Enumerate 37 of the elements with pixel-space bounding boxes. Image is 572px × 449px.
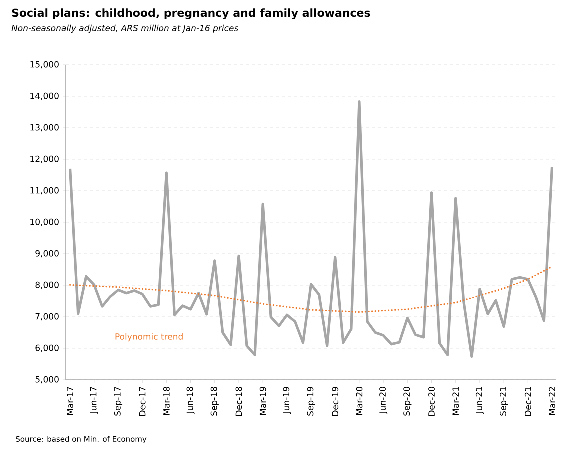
- annotation: Polynomic trend: [116, 333, 183, 342]
- y-tick-label: 10,000: [30, 218, 59, 226]
- x-tick-label: Jun-18: [186, 387, 195, 414]
- y-tick-label: 12,000: [30, 156, 59, 164]
- y-tick-label: 15,000: [30, 61, 59, 69]
- y-tick-label: 7,000: [36, 313, 59, 321]
- y-tick-label: 11,000: [30, 187, 59, 195]
- x-tick-label: Mar-20: [356, 387, 363, 416]
- x-tick-label: Dec-18: [236, 387, 242, 416]
- x-tick-label: Jun-21: [476, 387, 484, 414]
- y-tick-label: 13,000: [30, 124, 59, 132]
- x-tick-label: Mar-18: [163, 387, 170, 416]
- x-tick-label: Dec-17: [139, 387, 146, 416]
- y-tick-label: 8,000: [36, 282, 59, 290]
- chart-subtitle: Non-seasonally adjusted, ARS million at Jan-16 prices: [12, 24, 238, 34]
- x-tick-label: Jun-19: [283, 387, 292, 414]
- x-tick-label: Sep-19: [307, 387, 316, 416]
- x-tick-label: Dec-20: [428, 387, 435, 416]
- y-tick-label: 5,000: [36, 376, 59, 384]
- x-tick-label: Sep-20: [404, 387, 412, 416]
- y-tick-label: 9,000: [36, 250, 59, 258]
- x-tick-label: Mar-17: [67, 387, 74, 416]
- y-tick-label: 14,000: [30, 92, 59, 100]
- x-tick-label: Mar-19: [260, 387, 266, 416]
- x-tick-label: Dec-19: [332, 387, 339, 416]
- x-tick-label: Sep-18: [210, 387, 219, 416]
- line-series: [69, 266, 554, 314]
- x-tick-label: Sep-21: [500, 387, 508, 416]
- x-tick-label: Mar-21: [452, 387, 460, 416]
- x-tick-label: Jun-20: [380, 387, 388, 414]
- x-tick-label: Sep-17: [114, 387, 123, 416]
- x-tick-label: Jun-17: [90, 387, 98, 414]
- line-series: [68, 100, 554, 358]
- y-tick-label: 6,000: [36, 344, 59, 352]
- chart-title: Social plans: childhood, pregnancy and family allowances: [12, 8, 370, 20]
- x-tick-label: Mar-22: [549, 387, 556, 416]
- x-tick-label: Dec-21: [524, 387, 532, 416]
